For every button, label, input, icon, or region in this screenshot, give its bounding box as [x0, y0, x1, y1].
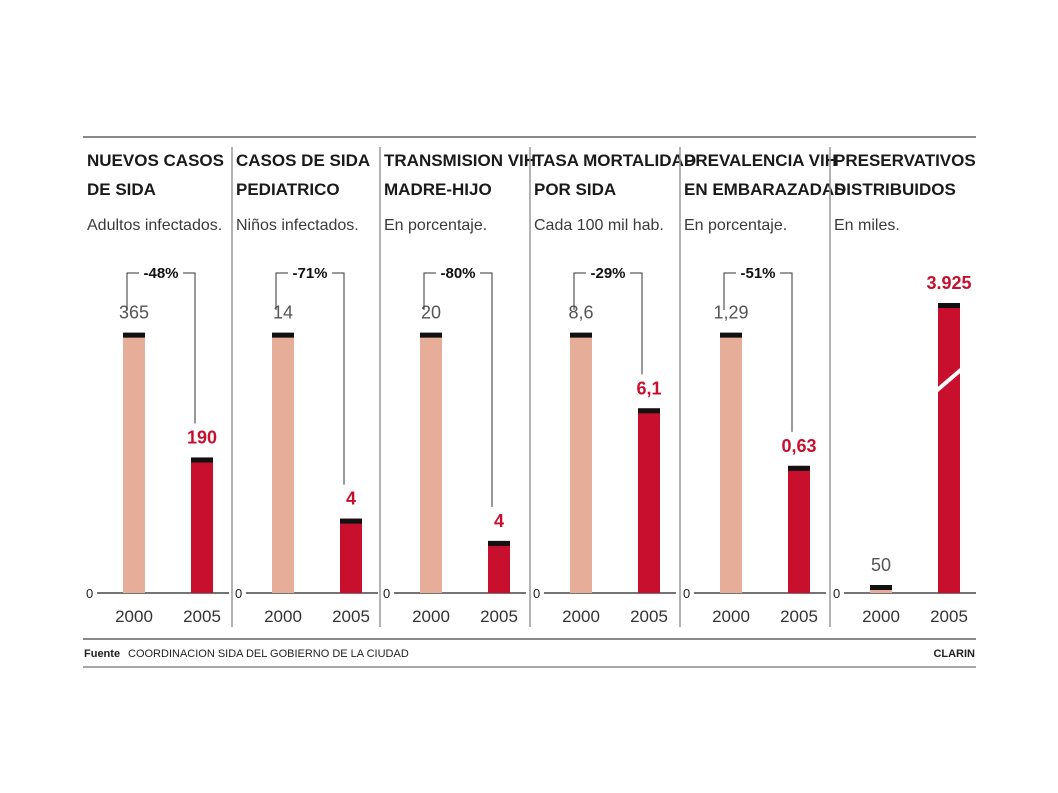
- panel-1-bar-2000: [123, 332, 145, 593]
- panel-1-subtitle: Adultos infectados.: [87, 217, 222, 234]
- panel-4-bracket-right: [630, 272, 643, 375]
- panel-1-value-label-2000: 365: [119, 303, 149, 323]
- panel-6-category-2005: 2005: [930, 607, 968, 626]
- panel-3-bar-cap-2000: [420, 332, 442, 338]
- panel-5-title-line-1: PREVALENCIA VIH: [684, 151, 837, 170]
- panel-6-bar-cap-2000: [870, 585, 892, 590]
- panel-3-bracket-right: [480, 272, 493, 507]
- panel-2-bracket-right: [332, 272, 345, 485]
- panel-1-bar-cap-2000: [123, 332, 145, 338]
- panel-6-category-2000: 2000: [862, 607, 900, 626]
- panel-2-title-line-1: CASOS DE SIDA: [236, 151, 370, 170]
- panel-4-value-label-2000: 8,6: [568, 303, 593, 323]
- panel-4-category-2005: 2005: [630, 607, 668, 626]
- panel-2-value-label-2000: 14: [273, 303, 293, 323]
- panel-4-subtitle: Cada 100 mil hab.: [534, 217, 664, 234]
- panel-5-category-2005: 2005: [780, 607, 818, 626]
- panel-5-bar-2000: [720, 332, 742, 593]
- panel-3-category-2005: 2005: [480, 607, 518, 626]
- panel-4-bar-2005: [638, 408, 660, 593]
- panel-4-value-label-2005: 6,1: [636, 378, 661, 398]
- panel-1-category-2005: 2005: [183, 607, 221, 626]
- panel-2-bar-cap-2005: [340, 518, 362, 524]
- panel-2-value-label-2005: 4: [346, 489, 356, 509]
- panel-3-bar-2000: [420, 332, 442, 593]
- panel-4-title-line-1: TASA MORTALIDAD: [534, 151, 696, 170]
- panel-4-title-line-2: POR SIDA: [534, 180, 616, 199]
- panel-1-value-label-2005: 190: [187, 427, 217, 447]
- panel-2-category-2005: 2005: [332, 607, 370, 626]
- panel-3-bar-2005: [488, 540, 510, 593]
- panel-1-title-line-1: NUEVOS CASOS: [87, 151, 224, 170]
- panel-1-bracket-right: [183, 272, 196, 424]
- panel-1-bar-2005: [191, 457, 213, 593]
- panel-3-zero-tick: 0: [383, 586, 390, 601]
- panel-5-zero-tick: 0: [683, 586, 690, 601]
- panel-2-bar-cap-2000: [272, 332, 294, 338]
- panel-1-category-2000: 2000: [115, 607, 153, 626]
- panel-3-bracket-left: [423, 272, 436, 310]
- panel-1-title-line-2: DE SIDA: [87, 180, 156, 199]
- source-text: COORDINACION SIDA DEL GOBIERNO DE LA CIU…: [128, 648, 409, 660]
- panel-5-bracket-right: [780, 272, 793, 432]
- panel-2-bar-2005: [340, 518, 362, 593]
- panel-2-title-line-2: PEDIATRICO: [236, 180, 340, 199]
- source-label: Fuente: [84, 648, 120, 660]
- panel-5-bar-cap-2005: [788, 465, 810, 471]
- panel-3-change-label: -80%: [440, 265, 475, 282]
- panel-6-zero-tick: 0: [833, 586, 840, 601]
- panel-4-change-label: -29%: [590, 265, 625, 282]
- panel-1-bracket-left: [126, 272, 139, 310]
- panel-1-bar-cap-2005: [191, 457, 213, 463]
- panel-6-bar-cap-2005: [938, 303, 960, 308]
- panel-4-bar-cap-2000: [570, 332, 592, 338]
- panel-5-change-label: -51%: [740, 265, 775, 282]
- panel-6-value-label-2005: 3.925: [926, 273, 971, 293]
- panel-5-title-line-2: EN EMBARAZADAS: [684, 180, 846, 199]
- panel-5-value-label-2005: 0,63: [781, 436, 816, 456]
- panel-5-category-2000: 2000: [712, 607, 750, 626]
- panel-4-bracket-left: [573, 272, 586, 310]
- panel-4-bar-cap-2005: [638, 408, 660, 414]
- panel-4-zero-tick: 0: [533, 586, 540, 601]
- panel-2-change-label: -71%: [292, 265, 327, 282]
- panel-3-value-label-2000: 20: [421, 303, 441, 323]
- brand-label: CLARIN: [933, 648, 975, 660]
- panel-5-bracket-left: [723, 272, 736, 310]
- panel-3-title-line-1: TRANSMISION VIH: [384, 151, 536, 170]
- panel-5-subtitle: En porcentaje.: [684, 217, 787, 234]
- panel-5-value-label-2000: 1,29: [713, 303, 748, 323]
- panel-1-zero-tick: 0: [86, 586, 93, 601]
- panel-3-value-label-2005: 4: [494, 511, 504, 531]
- panel-6-title-line-2: DISTRIBUIDOS: [834, 180, 956, 199]
- panel-4-bar-2000: [570, 332, 592, 593]
- panel-4-category-2000: 2000: [562, 607, 600, 626]
- panel-2-zero-tick: 0: [235, 586, 242, 601]
- panel-2-subtitle: Niños infectados.: [236, 217, 359, 234]
- panel-6-subtitle: En miles.: [834, 217, 900, 234]
- panel-5-bar-2005: [788, 465, 810, 593]
- panel-1-change-label: -48%: [143, 265, 178, 282]
- panel-3-category-2000: 2000: [412, 607, 450, 626]
- panel-6-title-line-1: PRESERVATIVOS: [834, 151, 976, 170]
- panel-2-category-2000: 2000: [264, 607, 302, 626]
- panel-6-value-label-2000: 50: [871, 555, 891, 575]
- panel-3-subtitle: En porcentaje.: [384, 217, 487, 234]
- panel-2-bar-2000: [272, 332, 294, 593]
- panel-3-title-line-2: MADRE-HIJO: [384, 180, 492, 199]
- panel-3-bar-cap-2005: [488, 540, 510, 546]
- panel-6-axis-break: [933, 366, 965, 394]
- panel-5-bar-cap-2000: [720, 332, 742, 338]
- panel-2-bracket-left: [275, 272, 288, 310]
- panel-6-bar-2005: [938, 303, 960, 593]
